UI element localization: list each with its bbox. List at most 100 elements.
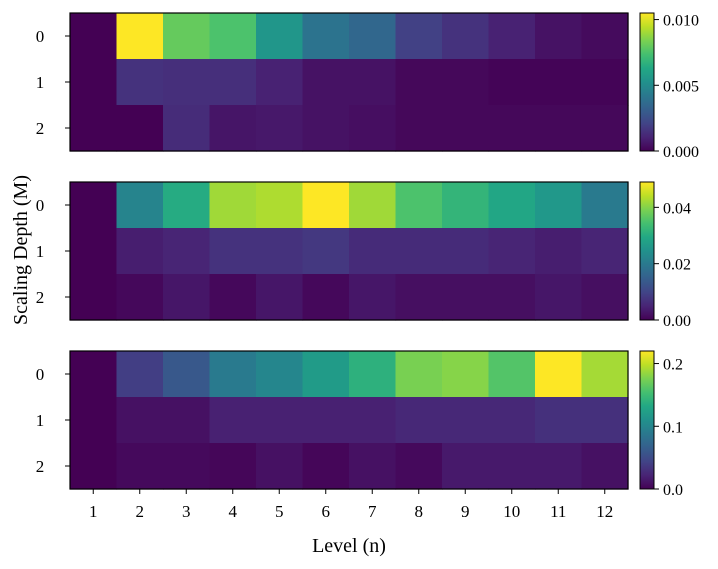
heatmap-cell-p2-m1-n10 bbox=[488, 228, 536, 275]
heatmap-cell-p2-m0-n8 bbox=[395, 182, 443, 229]
heatmap-cell-p3-m0-n2 bbox=[116, 351, 164, 398]
heatmap-panel-1: 0 1 2 0.000 0.005 0.010 bbox=[36, 12, 699, 161]
heatmap-cell-p3-m0-n6 bbox=[302, 351, 350, 398]
heatmap-cell-p1-m2-n6 bbox=[302, 105, 350, 152]
heatmap-cell-p3-m2-n1 bbox=[70, 443, 118, 490]
x-tick-label: 6 bbox=[322, 502, 331, 521]
heatmap-cell-p2-m0-n7 bbox=[349, 182, 397, 229]
heatmap-cell-p3-m2-n7 bbox=[349, 443, 397, 490]
heatmap-cell-p2-m2-n3 bbox=[163, 274, 211, 321]
heatmap-cell-p3-m2-n6 bbox=[302, 443, 350, 490]
heatmap-cell-p3-m0-n9 bbox=[442, 351, 490, 398]
colorbar-tick-label: 0.04 bbox=[663, 200, 691, 217]
heatmap-cell-p1-m1-n2 bbox=[116, 59, 164, 106]
heatmap-cell-p2-m1-n8 bbox=[395, 228, 443, 275]
colorbar-1 bbox=[639, 12, 655, 152]
heatmap-cell-p1-m2-n8 bbox=[395, 105, 443, 152]
heatmap-cell-p1-m1-n4 bbox=[209, 59, 257, 106]
y-tick-label: 0 bbox=[36, 196, 45, 215]
heatmap-cell-p2-m2-n1 bbox=[70, 274, 118, 321]
heatmap-cell-p3-m1-n10 bbox=[488, 397, 536, 444]
x-tick-label: 1 bbox=[89, 502, 98, 521]
heatmap-cell-p2-m0-n6 bbox=[302, 182, 350, 229]
heatmap-cell-p1-m2-n10 bbox=[488, 105, 536, 152]
heatmap-cell-p1-m0-n2 bbox=[116, 13, 164, 60]
heatmap-cell-p1-m2-n4 bbox=[209, 105, 257, 152]
heatmap-cell-p3-m0-n10 bbox=[488, 351, 536, 398]
heatmap-cell-p1-m2-n9 bbox=[442, 105, 490, 152]
heatmap-cell-p1-m1-n5 bbox=[256, 59, 304, 106]
x-tick-label: 4 bbox=[229, 502, 238, 521]
heatmap-cell-p1-m2-n5 bbox=[256, 105, 304, 152]
heatmap-cell-p1-m1-n6 bbox=[302, 59, 350, 106]
x-tick-label: 10 bbox=[503, 502, 520, 521]
heatmap-cell-p1-m2-n12 bbox=[581, 105, 629, 152]
x-tick-label: 9 bbox=[461, 502, 470, 521]
y-tick-label: 2 bbox=[36, 457, 45, 476]
heatmap-cell-p3-m1-n4 bbox=[209, 397, 257, 444]
heatmap-cell-p3-m1-n5 bbox=[256, 397, 304, 444]
heatmap-cell-p3-m2-n12 bbox=[581, 443, 629, 490]
x-axis-ticks: 1 2 3 4 5 6 7 8 9 10 11 12 bbox=[89, 489, 613, 521]
heatmap-cell-p1-m1-n10 bbox=[488, 59, 536, 106]
heatmap-cell-p2-m2-n8 bbox=[395, 274, 443, 321]
heatmap-cell-p2-m1-n1 bbox=[70, 228, 118, 275]
heatmap-cell-p3-m2-n9 bbox=[442, 443, 490, 490]
heatmap-cell-p2-m1-n5 bbox=[256, 228, 304, 275]
heatmap-cell-p3-m0-n8 bbox=[395, 351, 443, 398]
colorbar-tick-label: 0.0 bbox=[663, 482, 683, 499]
heatmap-cell-p2-m2-n10 bbox=[488, 274, 536, 321]
heatmap-cell-p2-m0-n1 bbox=[70, 182, 118, 229]
colorbar-tick-label: 0.010 bbox=[663, 13, 699, 30]
heatmap-cell-p3-m0-n5 bbox=[256, 351, 304, 398]
colorbar-tick-label: 0.005 bbox=[663, 78, 699, 95]
heatmap-cell-p3-m1-n9 bbox=[442, 397, 490, 444]
heatmap-cell-p3-m1-n3 bbox=[163, 397, 211, 444]
heatmap-cell-p2-m1-n3 bbox=[163, 228, 211, 275]
heatmap-cell-p1-m1-n9 bbox=[442, 59, 490, 106]
heatmap-cell-p2-m2-n11 bbox=[535, 274, 583, 321]
heatmap-cell-p3-m1-n1 bbox=[70, 397, 118, 444]
heatmap-cell-p3-m2-n8 bbox=[395, 443, 443, 490]
heatmap-panels: 0120.0000.0050.0100120.000.020.040120.00… bbox=[36, 12, 699, 499]
y-tick-label: 1 bbox=[36, 411, 45, 430]
heatmap-cell-p1-m1-n1 bbox=[70, 59, 118, 106]
heatmap-cell-p1-m0-n9 bbox=[442, 13, 490, 60]
x-tick-label: 5 bbox=[275, 502, 284, 521]
heatmap-cell-p2-m1-n6 bbox=[302, 228, 350, 275]
colorbar-tick-label: 0.1 bbox=[663, 419, 683, 436]
heatmap-cell-p1-m0-n6 bbox=[302, 13, 350, 60]
heatmap-cell-p2-m0-n11 bbox=[535, 182, 583, 229]
heatmap-cell-p1-m0-n11 bbox=[535, 13, 583, 60]
heatmap-cell-p2-m2-n4 bbox=[209, 274, 257, 321]
y-tick-label: 2 bbox=[36, 288, 45, 307]
heatmap-cell-p2-m0-n12 bbox=[581, 182, 629, 229]
heatmap-cell-p1-m1-n7 bbox=[349, 59, 397, 106]
heatmap-cell-p3-m2-n10 bbox=[488, 443, 536, 490]
heatmap-cell-p3-m1-n6 bbox=[302, 397, 350, 444]
heatmap-cell-p3-m1-n7 bbox=[349, 397, 397, 444]
y-tick-label: 1 bbox=[36, 242, 45, 261]
heatmap-cell-p1-m1-n3 bbox=[163, 59, 211, 106]
heatmap-cell-p2-m0-n10 bbox=[488, 182, 536, 229]
heatmap-cell-p1-m2-n3 bbox=[163, 105, 211, 152]
heatmap-cell-p2-m0-n9 bbox=[442, 182, 490, 229]
heatmap-cell-p2-m1-n12 bbox=[581, 228, 629, 275]
x-tick-label: 3 bbox=[182, 502, 191, 521]
heatmap-cell-p3-m0-n11 bbox=[535, 351, 583, 398]
x-tick-label: 12 bbox=[596, 502, 613, 521]
x-tick-label: 2 bbox=[136, 502, 145, 521]
y-axis-label: Scaling Depth (M) bbox=[10, 175, 32, 325]
x-tick-label: 7 bbox=[368, 502, 377, 521]
x-axis-label: Level (n) bbox=[312, 535, 386, 557]
x-tick-label: 11 bbox=[550, 502, 566, 521]
heatmap-cell-p3-m2-n2 bbox=[116, 443, 164, 490]
colorbar-tick-label: 0.000 bbox=[663, 144, 699, 161]
heatmap-cell-p2-m2-n5 bbox=[256, 274, 304, 321]
colorbar-2 bbox=[639, 181, 655, 321]
heatmap-cell-p1-m2-n1 bbox=[70, 105, 118, 152]
heatmap-cell-p2-m0-n3 bbox=[163, 182, 211, 229]
heatmap-cell-p2-m1-n2 bbox=[116, 228, 164, 275]
heatmap-cell-p1-m0-n5 bbox=[256, 13, 304, 60]
heatmap-cell-p1-m0-n7 bbox=[349, 13, 397, 60]
